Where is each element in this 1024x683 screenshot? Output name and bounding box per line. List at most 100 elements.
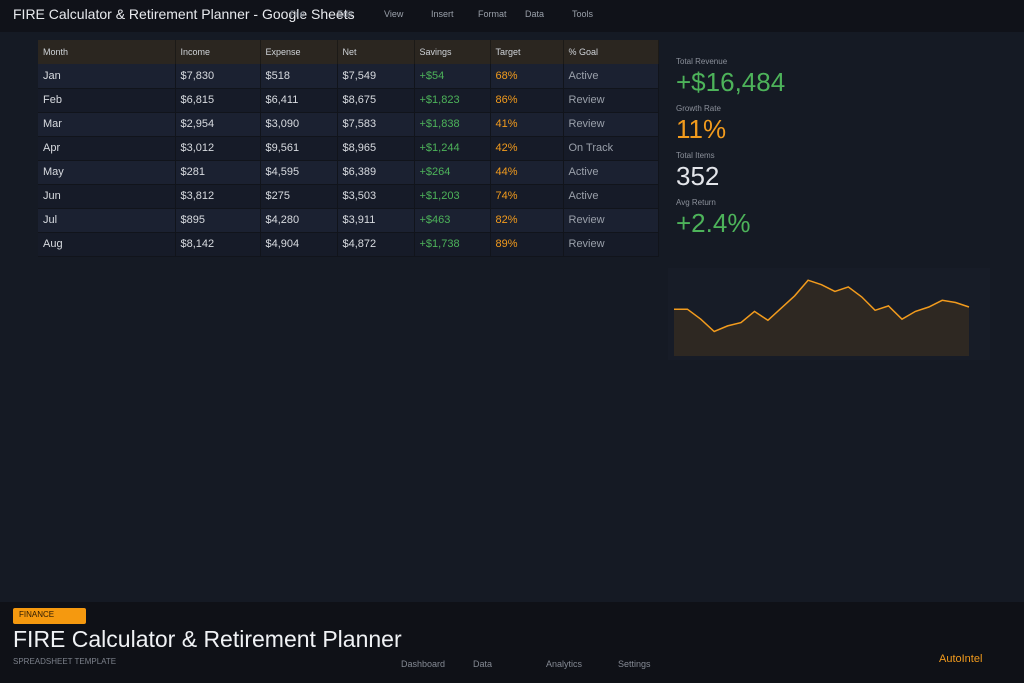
cell-target[interactable]: 68% <box>490 64 564 89</box>
cell-savings[interactable]: +$264 <box>414 160 491 185</box>
brand-logo-text: AutoIntel <box>939 653 983 665</box>
column-header-target[interactable]: Target <box>490 40 564 64</box>
cell-income[interactable]: $895 <box>175 208 261 233</box>
cell-expense[interactable]: $4,904 <box>260 232 338 257</box>
cell-income[interactable]: $281 <box>175 160 261 185</box>
footer-subtitle: SPREADSHEET TEMPLATE <box>13 657 117 666</box>
cell-goal[interactable]: Review <box>563 208 659 233</box>
cell-net[interactable]: $7,583 <box>337 112 415 137</box>
menu-format[interactable]: Format <box>478 9 507 19</box>
kpi-label-avg-return: Avg Return <box>676 198 716 207</box>
kpi-label-total-items: Total Items <box>676 151 715 160</box>
cell-net[interactable]: $4,872 <box>337 232 415 257</box>
nav-dashboard[interactable]: Dashboard <box>401 659 446 669</box>
cell-target[interactable]: 44% <box>490 160 564 185</box>
cell-month[interactable]: Jul <box>38 208 176 233</box>
table-row: Feb $6,815 $6,411 $8,675 +$1,823 86% Review <box>38 88 659 113</box>
cell-month[interactable]: Jan <box>38 64 176 89</box>
kpi-label-growth-rate: Growth Rate <box>676 104 721 113</box>
column-header-savings[interactable]: Savings <box>414 40 491 64</box>
menu-file[interactable]: File <box>290 9 305 19</box>
kpi-value-growth-rate: 11% <box>676 114 727 144</box>
cell-target[interactable]: 74% <box>490 184 564 209</box>
cell-savings[interactable]: +$54 <box>414 64 491 89</box>
table-row: Apr $3,012 $9,561 $8,965 +$1,244 42% On Track <box>38 136 659 161</box>
cell-income[interactable]: $7,830 <box>175 64 261 89</box>
cell-expense[interactable]: $4,280 <box>260 208 338 233</box>
kpi-value-total-items: 352 <box>676 161 720 191</box>
cell-income[interactable]: $3,012 <box>175 136 261 161</box>
cell-savings[interactable]: +$1,203 <box>414 184 491 209</box>
cell-target[interactable]: 82% <box>490 208 564 233</box>
cell-income[interactable]: $3,812 <box>175 184 261 209</box>
nav-settings[interactable]: Settings <box>618 659 651 669</box>
kpi-value-total-revenue: +$16,484 <box>676 67 786 97</box>
table-row: Mar $2,954 $3,090 $7,583 +$1,838 41% Review <box>38 112 659 137</box>
cell-net[interactable]: $8,965 <box>337 136 415 161</box>
cell-expense[interactable]: $6,411 <box>260 88 338 113</box>
cell-goal[interactable]: On Track <box>563 136 659 161</box>
table-row: May $281 $4,595 $6,389 +$264 44% Active <box>38 160 659 185</box>
cell-month[interactable]: Jun <box>38 184 176 209</box>
menu-view[interactable]: View <box>384 9 404 19</box>
sparkline-svg <box>674 279 970 356</box>
cell-expense[interactable]: $518 <box>260 64 338 89</box>
cell-savings[interactable]: +$1,823 <box>414 88 491 113</box>
column-header-goal[interactable]: % Goal <box>563 40 659 64</box>
column-header-net[interactable]: Net <box>337 40 415 64</box>
sparkline-chart <box>668 268 990 360</box>
cell-net[interactable]: $6,389 <box>337 160 415 185</box>
footer-title: FIRE Calculator & Retirement Planner <box>13 626 402 652</box>
cell-net[interactable]: $3,911 <box>337 208 415 233</box>
table-row: Aug $8,142 $4,904 $4,872 +$1,738 89% Review <box>38 232 659 257</box>
data-table: Month Income Expense Net Savings Target% Goal… <box>38 40 659 257</box>
cell-goal[interactable]: Active <box>563 160 659 185</box>
cell-savings[interactable]: +$1,838 <box>414 112 491 137</box>
cell-net[interactable]: $7,549 <box>337 64 415 89</box>
cell-target[interactable]: 41% <box>490 112 564 137</box>
menu-data[interactable]: Data <box>525 9 545 19</box>
cell-goal[interactable]: Active <box>563 184 659 209</box>
cell-expense[interactable]: $275 <box>260 184 338 209</box>
column-header-expense[interactable]: Expense <box>260 40 338 64</box>
cell-month[interactable]: Apr <box>38 136 176 161</box>
cell-goal[interactable]: Review <box>563 232 659 257</box>
cell-target[interactable]: 89% <box>490 232 564 257</box>
cell-month[interactable]: Mar <box>38 112 176 137</box>
cell-month[interactable]: Aug <box>38 232 176 257</box>
column-header-month[interactable]: Month <box>38 40 176 64</box>
cell-month[interactable]: May <box>38 160 176 185</box>
column-header-income[interactable]: Income <box>175 40 261 64</box>
table-body: Jan $7,830 $518 $7,549 +$54 68% Active Feb $6,81… <box>38 64 659 257</box>
sparkline-line <box>674 279 970 333</box>
cell-goal[interactable]: Review <box>563 112 659 137</box>
nav-analytics[interactable]: Analytics <box>546 659 583 669</box>
cell-income[interactable]: $6,815 <box>175 88 261 113</box>
cell-net[interactable]: $8,675 <box>337 88 415 113</box>
cell-expense[interactable]: $4,595 <box>260 160 338 185</box>
cell-expense[interactable]: $3,090 <box>260 112 338 137</box>
top-bar: FIRE Calculator & Retirement Planner - G… <box>0 0 1024 32</box>
cell-goal[interactable]: Active <box>563 64 659 89</box>
table-header-row: Month Income Expense Net Savings Target% Goal <box>38 40 659 64</box>
cell-target[interactable]: 86% <box>490 88 564 113</box>
cell-income[interactable]: $8,142 <box>175 232 261 257</box>
cell-savings[interactable]: +$1,738 <box>414 232 491 257</box>
cell-month[interactable]: Feb <box>38 88 176 113</box>
table-row: Jun $3,812 $275 $3,503 +$1,203 74% Active <box>38 184 659 209</box>
menu-tools[interactable]: Tools <box>572 9 594 19</box>
cell-income[interactable]: $2,954 <box>175 112 261 137</box>
cell-savings[interactable]: +$463 <box>414 208 491 233</box>
nav-data[interactable]: Data <box>473 659 493 669</box>
category-badge: FINANCE <box>13 608 86 624</box>
cell-goal[interactable]: Review <box>563 88 659 113</box>
footer: FINANCE FIRE Calculator & Retirement Pla… <box>0 602 1024 683</box>
menu-edit[interactable]: Edit <box>337 9 353 19</box>
window-title: FIRE Calculator & Retirement Planner - G… <box>13 6 355 22</box>
menu-insert[interactable]: Insert <box>431 9 454 19</box>
cell-target[interactable]: 42% <box>490 136 564 161</box>
cell-savings[interactable]: +$1,244 <box>414 136 491 161</box>
cell-net[interactable]: $3,503 <box>337 184 415 209</box>
cell-expense[interactable]: $9,561 <box>260 136 338 161</box>
kpi-value-avg-return: +2.4% <box>676 208 751 238</box>
